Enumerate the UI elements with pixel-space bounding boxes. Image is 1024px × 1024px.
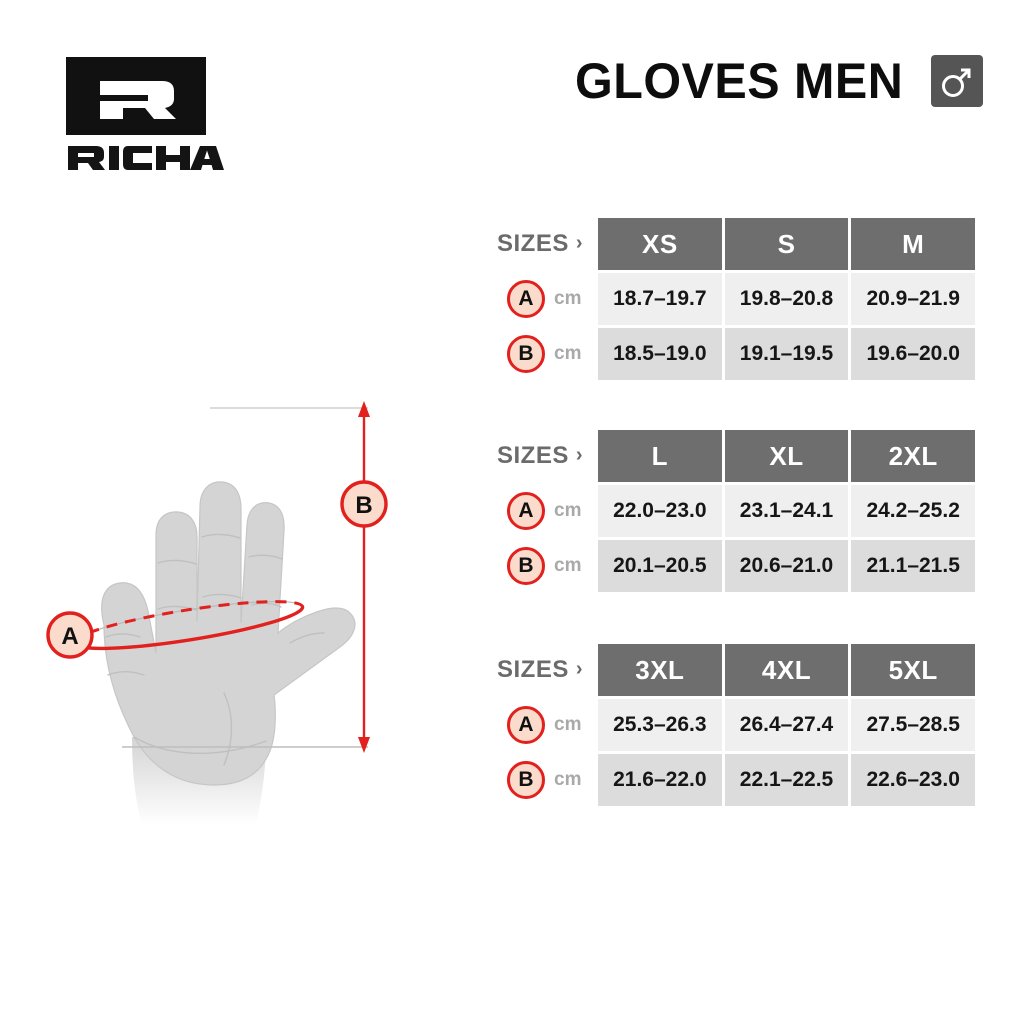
value-cell: 23.1–24.1 [724, 485, 849, 537]
page-header: GLOVES MEN [575, 53, 984, 109]
size-header-cell: XL [724, 430, 849, 482]
measure-badge-a: A [507, 280, 545, 318]
value-cell: 24.2–25.2 [851, 485, 976, 537]
value-cell: 22.6–23.0 [851, 754, 976, 806]
male-symbol-icon [931, 55, 984, 107]
table-row: A cm 22.0–23.0 23.1–24.1 24.2–25.2 [497, 485, 976, 537]
table-row: A cm 25.3–26.3 26.4–27.4 27.5–28.5 [497, 699, 976, 751]
table-row: B cm 18.5–19.0 19.1–19.5 19.6–20.0 [497, 328, 976, 380]
sizes-label: SIZES › [497, 442, 583, 470]
sizes-label-text: SIZES [497, 656, 569, 683]
size-table-1: SIZES › XS S M A cm 18.7–19.7 19.8–20.8 … [497, 218, 976, 380]
measure-label-cell: B cm [497, 754, 598, 806]
size-header-cell: S [724, 218, 849, 270]
table-header-row: SIZES › L XL 2XL [497, 430, 976, 482]
measure-badge-b: B [507, 335, 545, 373]
unit-label: cm [554, 769, 582, 790]
size-header-cell: L [598, 430, 722, 482]
measure-b-arrow [358, 401, 370, 753]
value-cell: 21.1–21.5 [851, 540, 976, 592]
richa-r-logo-icon [66, 57, 206, 135]
sizes-label-cell: SIZES › [497, 218, 598, 270]
measure-label-cell: A cm [497, 699, 598, 751]
table-row: B cm 21.6–22.0 22.1–22.5 22.6–23.0 [497, 754, 976, 806]
value-cell: 25.3–26.3 [598, 699, 722, 751]
value-cell: 26.4–27.4 [724, 699, 849, 751]
table-header-row: SIZES › XS S M [497, 218, 976, 270]
sizes-label-cell: SIZES › [497, 430, 598, 482]
measure-label-cell: A cm [497, 273, 598, 325]
sizes-label-text: SIZES [497, 442, 569, 469]
hand-measurement-diagram: A B [28, 385, 428, 825]
measure-badge-a: A [507, 492, 545, 530]
value-cell: 20.9–21.9 [851, 273, 976, 325]
size-header-cell: 2XL [851, 430, 976, 482]
unit-label: cm [554, 555, 582, 576]
value-cell: 20.6–21.0 [724, 540, 849, 592]
richa-wordmark [68, 146, 224, 170]
svg-text:A: A [61, 623, 78, 650]
page-title: GLOVES MEN [575, 53, 904, 109]
measure-b-badge: B [340, 480, 388, 528]
value-cell: 22.0–23.0 [598, 485, 722, 537]
size-header-cell: 3XL [598, 644, 722, 696]
measure-badge-b: B [507, 761, 545, 799]
size-header-cell: M [851, 218, 976, 270]
size-table-3: SIZES › 3XL 4XL 5XL A cm 25.3–26.3 26.4–… [497, 644, 976, 806]
value-cell: 19.1–19.5 [724, 328, 849, 380]
table-row: A cm 18.7–19.7 19.8–20.8 20.9–21.9 [497, 273, 976, 325]
value-cell: 19.8–20.8 [724, 273, 849, 325]
measure-label-cell: B cm [497, 328, 598, 380]
chevron-right-icon: › [575, 232, 584, 254]
value-cell: 19.6–20.0 [851, 328, 976, 380]
size-table-2: SIZES › L XL 2XL A cm 22.0–23.0 23.1–24.… [497, 430, 976, 592]
value-cell: 27.5–28.5 [851, 699, 976, 751]
value-cell: 18.5–19.0 [598, 328, 722, 380]
value-cell: 22.1–22.5 [724, 754, 849, 806]
unit-label: cm [554, 714, 582, 735]
size-header-cell: 5XL [851, 644, 976, 696]
hand-crease-lines [105, 533, 325, 766]
measure-a-badge: A [46, 611, 94, 659]
value-cell: 20.1–20.5 [598, 540, 722, 592]
unit-label: cm [554, 500, 582, 521]
measure-label-cell: B cm [497, 540, 598, 592]
measure-badge-a: A [507, 706, 545, 744]
measure-badge-b: B [507, 547, 545, 585]
size-header-cell: XS [598, 218, 722, 270]
value-cell: 21.6–22.0 [598, 754, 722, 806]
sizes-label-text: SIZES [497, 230, 569, 257]
unit-label: cm [554, 343, 582, 364]
sizes-label-cell: SIZES › [497, 644, 598, 696]
size-header-cell: 4XL [724, 644, 849, 696]
sizes-label: SIZES › [497, 230, 583, 258]
table-row: B cm 20.1–20.5 20.6–21.0 21.1–21.5 [497, 540, 976, 592]
value-cell: 18.7–19.7 [598, 273, 722, 325]
table-header-row: SIZES › 3XL 4XL 5XL [497, 644, 976, 696]
brand-logo [66, 57, 226, 174]
unit-label: cm [554, 288, 582, 309]
measure-label-cell: A cm [497, 485, 598, 537]
sizes-label: SIZES › [497, 656, 583, 684]
svg-text:B: B [355, 492, 372, 519]
chevron-right-icon: › [575, 444, 584, 466]
chevron-right-icon: › [575, 658, 584, 680]
